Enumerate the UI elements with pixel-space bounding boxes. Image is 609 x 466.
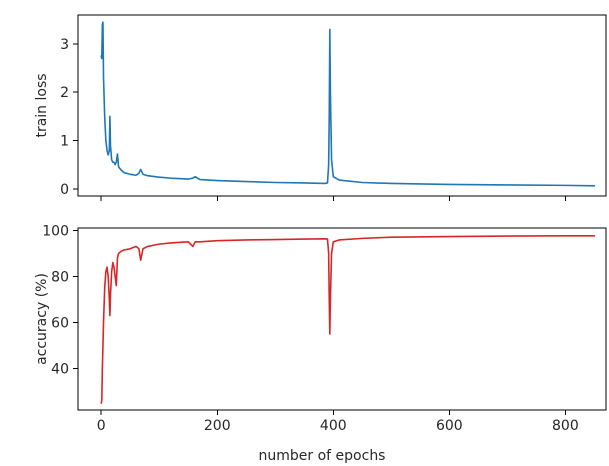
x-tick-label: 400 xyxy=(320,418,347,434)
y-tick-label: 100 xyxy=(42,223,69,239)
y-axis-label: train loss xyxy=(34,73,50,137)
y-axis-label: accuracy (%) xyxy=(34,273,50,365)
series-line-0-0 xyxy=(100,21,596,187)
x-axis-label: number of epochs xyxy=(259,448,386,464)
y-tick-label: 3 xyxy=(60,37,69,53)
loss-subplot: 0 1 2 3 train loss xyxy=(34,14,607,201)
y-tick-label: 80 xyxy=(51,269,69,285)
y-tick-label: 1 xyxy=(60,133,69,149)
plot-frame xyxy=(77,227,607,411)
series-line-1-0 xyxy=(100,235,596,404)
plot-frame xyxy=(77,14,607,197)
x-tick-label: 600 xyxy=(436,418,463,434)
x-tick-label: 800 xyxy=(552,418,579,434)
accuracy-subplot: 40 60 80 100 0 200 400 600 800 accuracy (%) number… xyxy=(34,223,607,464)
y-tick-label: 2 xyxy=(60,85,69,101)
y-tick-label: 40 xyxy=(51,362,69,378)
y-tick-label: 60 xyxy=(51,315,69,331)
y-tick-label: 0 xyxy=(60,182,69,198)
x-tick-label: 200 xyxy=(204,418,231,434)
x-tick-label: 0 xyxy=(97,418,106,434)
